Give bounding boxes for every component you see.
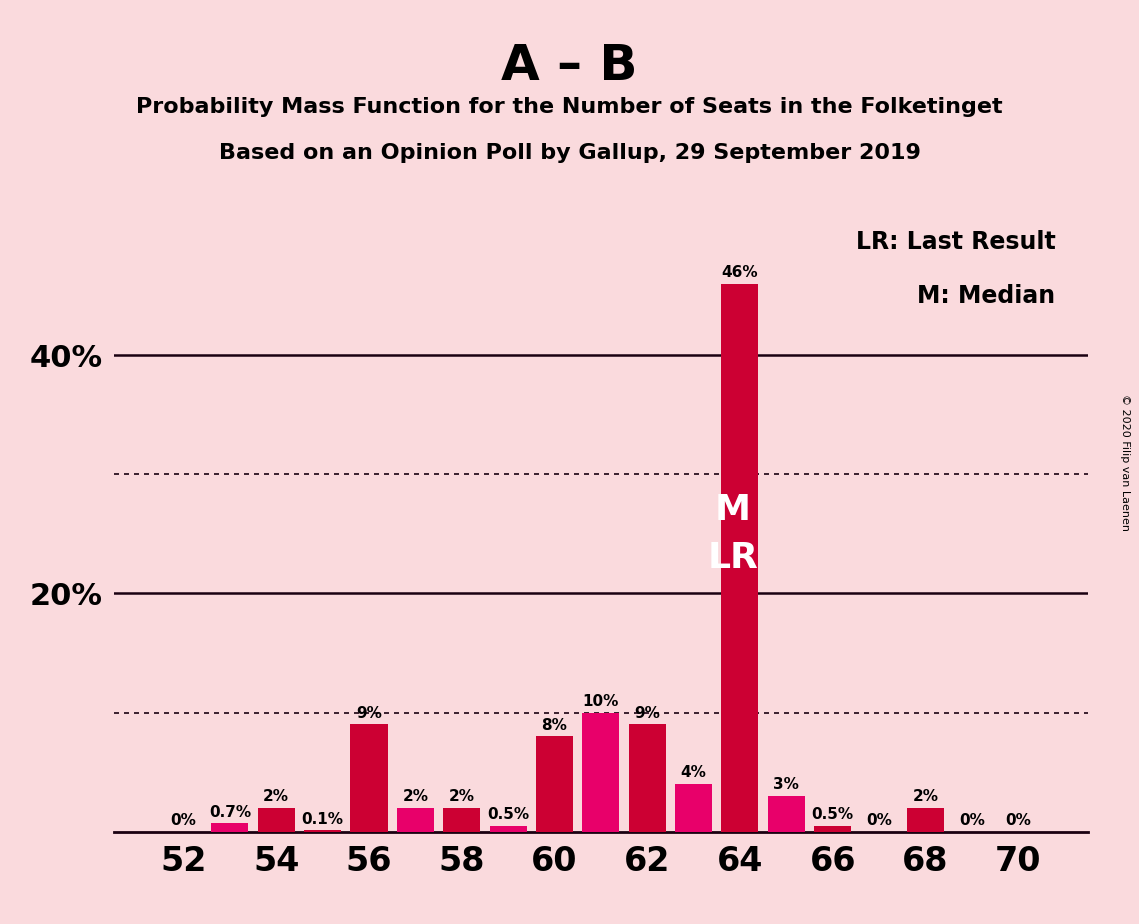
- Bar: [582, 712, 620, 832]
- Text: LR: Last Result: LR: Last Result: [855, 230, 1055, 254]
- Bar: [212, 823, 248, 832]
- Text: 0.5%: 0.5%: [812, 807, 854, 822]
- Bar: [768, 796, 805, 832]
- Text: A – B: A – B: [501, 42, 638, 90]
- Text: 2%: 2%: [402, 789, 428, 804]
- Bar: [721, 284, 759, 832]
- Text: LR: LR: [707, 541, 759, 575]
- Text: 46%: 46%: [722, 265, 759, 280]
- Text: Probability Mass Function for the Number of Seats in the Folketinget: Probability Mass Function for the Number…: [137, 97, 1002, 117]
- Bar: [675, 784, 712, 832]
- Bar: [304, 831, 342, 832]
- Text: 9%: 9%: [634, 706, 661, 721]
- Bar: [351, 724, 387, 832]
- Bar: [490, 826, 526, 832]
- Text: 4%: 4%: [681, 765, 706, 781]
- Bar: [907, 808, 944, 832]
- Bar: [396, 808, 434, 832]
- Bar: [257, 808, 295, 832]
- Text: 9%: 9%: [357, 706, 382, 721]
- Text: 10%: 10%: [583, 694, 618, 709]
- Text: © 2020 Filip van Laenen: © 2020 Filip van Laenen: [1120, 394, 1130, 530]
- Bar: [629, 724, 665, 832]
- Text: 2%: 2%: [263, 789, 289, 804]
- Text: 3%: 3%: [773, 777, 800, 792]
- Text: 2%: 2%: [449, 789, 475, 804]
- Text: M: Median: M: Median: [917, 284, 1055, 308]
- Bar: [814, 826, 851, 832]
- Text: 2%: 2%: [912, 789, 939, 804]
- Text: M: M: [715, 493, 751, 528]
- Text: 0%: 0%: [171, 813, 196, 828]
- Text: 0.7%: 0.7%: [208, 805, 251, 820]
- Text: 0%: 0%: [866, 813, 892, 828]
- Bar: [443, 808, 481, 832]
- Text: 0.1%: 0.1%: [302, 812, 344, 827]
- Bar: [536, 736, 573, 832]
- Text: 0%: 0%: [959, 813, 985, 828]
- Text: 0%: 0%: [1006, 813, 1031, 828]
- Text: 0.5%: 0.5%: [487, 807, 530, 822]
- Text: Based on an Opinion Poll by Gallup, 29 September 2019: Based on an Opinion Poll by Gallup, 29 S…: [219, 143, 920, 164]
- Text: 8%: 8%: [541, 718, 567, 733]
